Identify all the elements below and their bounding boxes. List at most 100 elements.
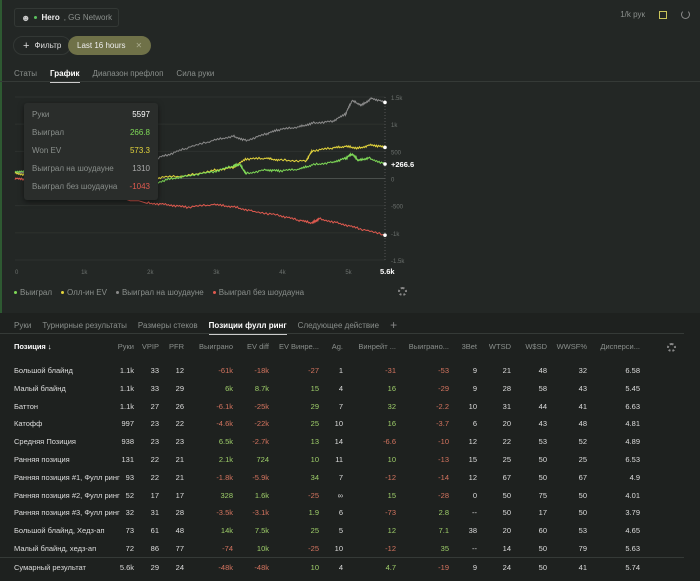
gear-icon[interactable] bbox=[398, 287, 407, 296]
series-end-point bbox=[383, 100, 387, 105]
table-row[interactable]: Большой блайнд, Хедз-ап 73 61 48 14k 7.5k 25 5 1… bbox=[0, 522, 684, 539]
table-cell: Ранняя позиция bbox=[14, 455, 70, 464]
filter-label: Фильтр bbox=[34, 41, 62, 50]
bottom-tab-1[interactable]: Турнирные результаты bbox=[42, 321, 127, 330]
online-dot bbox=[34, 16, 38, 19]
table-row[interactable]: Малый блайнд, хедз-ап 72 86 77 -74 10k -25 10 -1… bbox=[0, 540, 684, 557]
table-cell: 938 bbox=[121, 437, 134, 447]
network-name: , GG Network bbox=[63, 13, 113, 22]
column-header[interactable]: Ag. bbox=[331, 342, 343, 351]
refresh-icon[interactable] bbox=[681, 10, 690, 19]
add-filter-button[interactable]: + Фильтр bbox=[13, 36, 72, 55]
note-icon[interactable] bbox=[659, 10, 667, 19]
end-value-label: +266.6 bbox=[391, 160, 414, 169]
column-header[interactable]: EV Винре... bbox=[278, 342, 319, 351]
column-header[interactable]: Руки bbox=[117, 342, 134, 351]
table-cell: Малый блайнд bbox=[14, 383, 66, 393]
table-cell: 14k bbox=[220, 526, 233, 536]
table-row[interactable]: Баттон 1.1k 27 26 -6.1k -25k 29 7 32 -2.2 10 31 44 41… bbox=[0, 398, 684, 415]
table-cell: Малый блайнд, хедз-ап bbox=[14, 544, 97, 553]
table-cell: 1.6k bbox=[254, 490, 269, 500]
legend-item[interactable]: Олл-ин EV bbox=[61, 288, 107, 297]
table-cell: 9 bbox=[472, 366, 477, 375]
tab-3[interactable]: Сила руки bbox=[176, 69, 215, 78]
legend-label: Выиграл bbox=[20, 288, 53, 297]
table-cell: 3.79 bbox=[625, 508, 640, 518]
table-row[interactable]: Большой блайнд 1.1k 33 12 -61k -18k -27 1 -31 -53… bbox=[0, 362, 684, 379]
column-header[interactable]: Винрейт ... bbox=[358, 342, 396, 351]
tooltip-value: 5597 bbox=[132, 110, 150, 119]
bottom-tab-2[interactable]: Размеры стеков bbox=[137, 321, 198, 330]
column-header[interactable]: Выиграно... bbox=[408, 342, 449, 351]
column-header[interactable]: Дисперси... bbox=[600, 342, 640, 351]
table-cell: 25 bbox=[502, 455, 511, 464]
table-total-row[interactable]: Сумарный результат 5.6k 29 24 -48k -48k 10 4 4.7… bbox=[0, 559, 684, 576]
tooltip-label: Won EV bbox=[32, 146, 62, 155]
player-selector[interactable]: ☻ Hero, GG Network bbox=[14, 8, 120, 27]
tab-1[interactable]: График bbox=[50, 69, 80, 83]
column-header[interactable]: PFR bbox=[169, 342, 184, 351]
table-cell: 997 bbox=[121, 419, 134, 429]
column-header[interactable]: WTSD bbox=[488, 342, 511, 351]
column-header[interactable]: Позиция ↓ bbox=[14, 342, 52, 351]
table-cell: 86 bbox=[150, 544, 159, 553]
table-cell: 9 bbox=[472, 563, 477, 572]
table-cell: 25 bbox=[578, 455, 587, 464]
bottom-tabs: Руки Турнирные результаты Размеры стеков По… bbox=[14, 318, 398, 335]
table-row[interactable]: Ранняя позиция #2, Фулл ринг 52 17 17 328 1.6… bbox=[0, 487, 684, 504]
bottom-tab-4[interactable]: Следующее действие bbox=[297, 321, 380, 330]
table-cell: 10 bbox=[334, 419, 343, 429]
table-cell: -10 bbox=[438, 437, 449, 447]
tab-2[interactable]: Диапазон префлоп bbox=[92, 69, 164, 78]
table-cell: 50 bbox=[538, 455, 547, 464]
table-cell: 22 bbox=[502, 437, 511, 447]
table-cell: 5.63 bbox=[625, 544, 640, 553]
table-cell: -12 bbox=[385, 544, 396, 553]
table-cell: 50 bbox=[578, 490, 587, 500]
table-cell: ∞ bbox=[337, 490, 343, 500]
tooltip-row: Выиграл без шоудауна -1043 bbox=[32, 182, 150, 200]
table-cell: 23 bbox=[150, 419, 159, 429]
divider bbox=[0, 557, 684, 558]
tooltip-label: Выиграл на шоудауне bbox=[32, 164, 114, 173]
legend-item[interactable]: Выиграл на шоудауне bbox=[115, 288, 204, 297]
table-row[interactable]: Малый блайнд 1.1k 33 29 6k 8.7k 15 4 16 -29 9 28 58 4… bbox=[0, 380, 684, 397]
column-header[interactable]: EV diff bbox=[247, 342, 269, 351]
table-cell: Большой блайнд bbox=[14, 366, 73, 375]
table-cell: 724 bbox=[256, 455, 269, 464]
table-cell: -61k bbox=[218, 366, 233, 375]
x-tick-label: 5.6k bbox=[380, 267, 395, 276]
tab-0[interactable]: Статы bbox=[14, 69, 38, 78]
column-settings-gear-icon[interactable] bbox=[667, 343, 676, 352]
column-header[interactable]: VPIP bbox=[141, 342, 159, 351]
series-end-point bbox=[383, 162, 387, 166]
divider bbox=[0, 81, 700, 82]
time-filter-chip[interactable]: Last 16 hours ✕ bbox=[68, 36, 152, 55]
legend-item[interactable]: Выиграл без шоудауна bbox=[212, 288, 304, 297]
table-row[interactable]: Ранняя позиция #3, Фулл ринг 32 31 28 -3.5k -… bbox=[0, 504, 684, 521]
table-row[interactable]: Ранняя позиция #1, Фулл ринг 93 22 21 -1.8k -… bbox=[0, 469, 684, 486]
column-header[interactable]: WWSF% bbox=[556, 342, 587, 351]
column-header[interactable]: 3Bet bbox=[461, 342, 477, 351]
series-line-2 bbox=[14, 152, 386, 187]
column-header[interactable]: Выиграно bbox=[199, 342, 233, 351]
table-cell: -2.2 bbox=[436, 401, 449, 411]
user-icon: ☻ bbox=[21, 12, 31, 23]
table-row[interactable]: Ранняя позиция 131 22 21 2.1k 724 10 11 10 -13 15 2… bbox=[0, 451, 684, 468]
bottom-tab-3[interactable]: Позиции фулл ринг bbox=[208, 321, 287, 335]
table-row[interactable]: Катофф 997 23 22 -4.6k -22k 25 10 16 -3.7 6 20 43 48 4… bbox=[0, 415, 684, 432]
legend-item[interactable]: Выиграл bbox=[14, 288, 52, 297]
table-cell: 79 bbox=[578, 544, 587, 553]
table-cell: 10k bbox=[256, 544, 269, 553]
table-cell: -25 bbox=[308, 490, 319, 500]
bottom-tab-0[interactable]: Руки bbox=[14, 321, 32, 330]
table-cell: 6 bbox=[472, 419, 477, 429]
add-tab-icon[interactable]: + bbox=[390, 318, 398, 332]
table-cell: 9 bbox=[472, 383, 477, 393]
table-cell: 4.9 bbox=[629, 472, 640, 482]
close-icon[interactable]: ✕ bbox=[135, 41, 143, 50]
y-tick-label: -1.5k bbox=[391, 259, 405, 265]
column-header[interactable]: W$SD bbox=[525, 342, 547, 351]
table-cell: 50 bbox=[502, 490, 511, 500]
table-row[interactable]: Средняя Позиция 938 23 23 6.5k -2.7k 13 14 -6.6 -… bbox=[0, 433, 684, 450]
